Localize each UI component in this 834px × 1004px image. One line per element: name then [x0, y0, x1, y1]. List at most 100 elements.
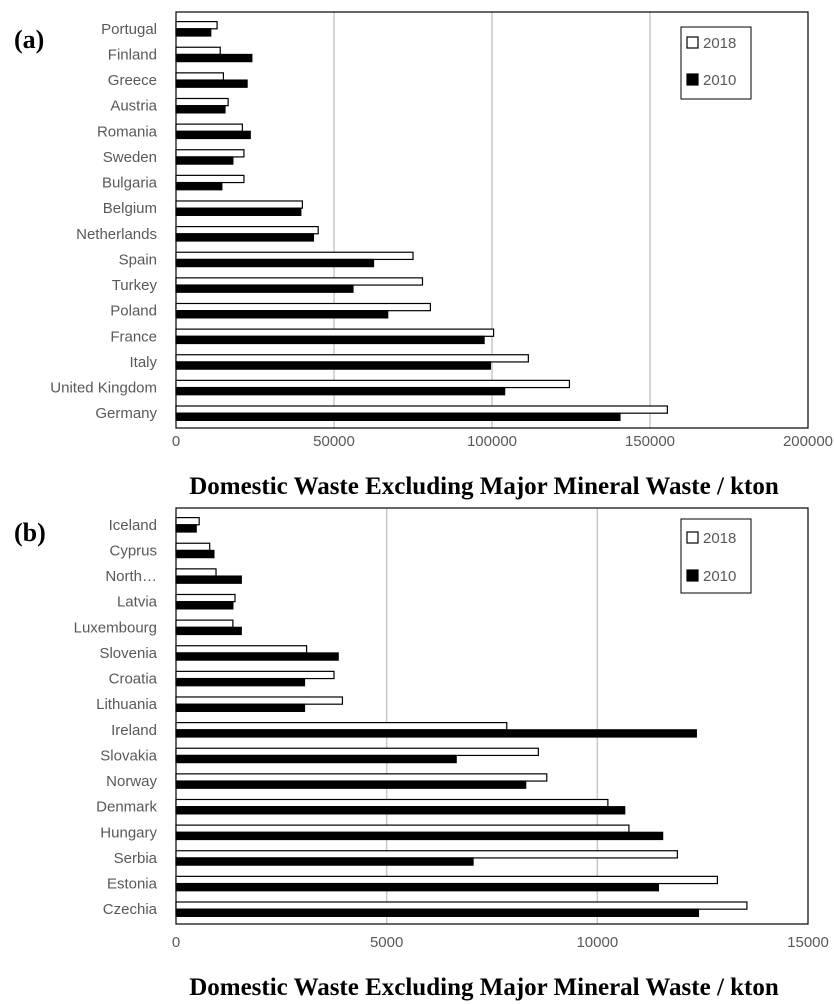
- bar-2018: [175, 670, 335, 680]
- bar-2018: [175, 824, 630, 833]
- legend-label: 2010: [703, 568, 736, 585]
- plot-frame: [175, 11, 809, 429]
- bar-2018: [175, 97, 229, 107]
- bar-2010: [175, 677, 306, 687]
- category-label: Portugal: [101, 21, 157, 38]
- category-label: Germany: [95, 405, 157, 422]
- panel-b: Iceland Cyprus North… Latvia Luxembourg Slove…: [14, 507, 829, 1001]
- x-tick-label: 150000: [625, 433, 675, 450]
- bar-2018: [175, 593, 236, 603]
- bar-2018: [175, 747, 539, 757]
- bar-2010: [175, 780, 527, 789]
- bar-2018: [175, 696, 344, 705]
- category-label: Netherlands: [76, 226, 157, 243]
- bar-2018: [175, 645, 308, 654]
- bar-2018: [175, 875, 719, 885]
- category-label: Latvia: [117, 594, 158, 611]
- x-tick-label: 15000: [787, 934, 829, 951]
- category-label: Lithuania: [96, 696, 158, 713]
- bar-2018: [175, 773, 548, 782]
- bar-2010: [175, 156, 234, 165]
- category-label: Bulgaria: [102, 175, 158, 192]
- bar-2018: [175, 123, 243, 132]
- bar-2018: [175, 568, 217, 577]
- category-label: Slovakia: [100, 747, 157, 764]
- x-tick-label: 0: [172, 934, 180, 951]
- bar-2018: [175, 542, 211, 552]
- bar-2018: [175, 302, 431, 312]
- bar-2018: [175, 226, 319, 235]
- bar-2018: [175, 149, 245, 158]
- plot-frame: [175, 507, 809, 925]
- panel-a: Portugal Finland Greece Austria Romania Swede…: [14, 11, 833, 500]
- category-label: Finland: [108, 46, 157, 63]
- x-axis-label: Domestic Waste Excluding Major Mineral W…: [189, 974, 779, 1001]
- bar-2010: [175, 412, 621, 421]
- bar-2018: [175, 72, 225, 81]
- x-tick-label: 10000: [576, 934, 618, 951]
- bar-2010: [175, 207, 302, 216]
- bar-2010: [175, 361, 492, 370]
- legend: 2018 2010: [680, 26, 752, 100]
- category-label: North…: [105, 568, 157, 585]
- x-tick-label: 100000: [467, 433, 517, 450]
- bar-2010: [175, 806, 626, 815]
- category-label: Slovenia: [99, 645, 157, 662]
- bar-2010: [175, 310, 389, 319]
- bar-2010: [175, 335, 485, 345]
- category-label: Turkey: [112, 277, 158, 294]
- legend-swatch-2010: [686, 73, 699, 86]
- bar-2010: [175, 549, 215, 559]
- bar-2010: [175, 601, 234, 610]
- bar-2010: [175, 831, 664, 841]
- category-label: Spain: [119, 251, 157, 268]
- bar-2010: [175, 908, 700, 917]
- bar-2018: [175, 251, 414, 261]
- bar-2010: [175, 652, 339, 661]
- legend: 2018 2010: [680, 518, 752, 594]
- bar-2018: [175, 901, 748, 910]
- bar-2018: [175, 21, 218, 30]
- legend-swatch-2018: [686, 36, 699, 49]
- bar-2010: [175, 626, 242, 636]
- category-label: Luxembourg: [74, 619, 157, 636]
- bar-2018: [175, 277, 424, 286]
- category-label: Estonia: [107, 876, 158, 893]
- bar-2010: [175, 53, 253, 63]
- bar-2018: [175, 619, 234, 628]
- bar-2010: [175, 575, 242, 584]
- bar-2010: [175, 386, 506, 396]
- bar-2010: [175, 258, 375, 268]
- category-label: Czechia: [103, 901, 158, 918]
- category-label: Belgium: [103, 200, 157, 217]
- legend-swatch-2010: [686, 569, 699, 582]
- x-tick-label: 5000: [370, 934, 403, 951]
- bar-2010: [175, 524, 197, 533]
- bar-2018: [175, 200, 304, 209]
- category-label: Serbia: [114, 850, 158, 867]
- x-tick-label: 200000: [783, 433, 833, 450]
- bar-2010: [175, 233, 315, 242]
- bar-2010: [175, 105, 226, 114]
- bar-2010: [175, 130, 251, 140]
- bar-2010: [175, 79, 248, 88]
- panel-label: (a): [14, 25, 44, 54]
- category-label: Iceland: [109, 517, 157, 534]
- bar-2010: [175, 284, 354, 293]
- bar-2010: [175, 754, 457, 764]
- category-label: Greece: [108, 72, 157, 89]
- bar-2010: [175, 857, 474, 866]
- legend-label: 2010: [703, 72, 736, 89]
- category-label: Austria: [110, 98, 157, 115]
- category-label: Italy: [129, 354, 157, 371]
- bar-2010: [175, 28, 212, 37]
- bar-2010: [175, 703, 306, 712]
- x-tick-label: 0: [172, 433, 180, 450]
- category-label: Poland: [110, 303, 157, 320]
- bar-2018: [175, 354, 529, 363]
- category-label: Norway: [106, 773, 157, 790]
- bar-2018: [175, 328, 495, 337]
- category-label: Ireland: [111, 722, 157, 739]
- category-label: Cyprus: [109, 542, 157, 559]
